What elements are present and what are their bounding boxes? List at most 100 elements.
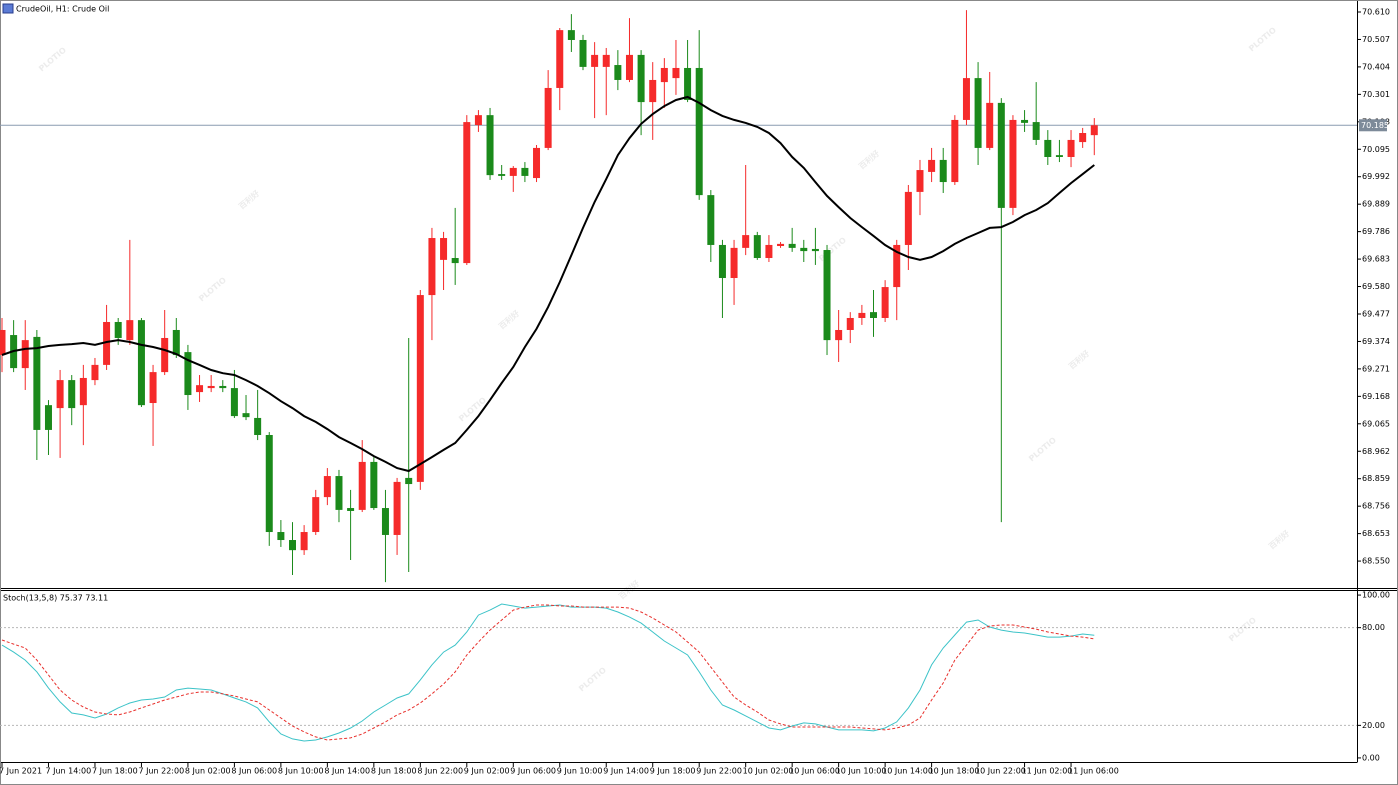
x-tick-label: 9 Jun 14:00 — [603, 767, 649, 776]
x-tick-label: 10 Jun 10:00 — [836, 767, 887, 776]
candle-body — [161, 337, 169, 373]
x-tick-label: 10 Jun 18:00 — [929, 767, 980, 776]
candle-body — [370, 461, 378, 509]
x-tick-label: 11 Jun 02:00 — [1022, 767, 1073, 776]
y-tick-label: 69.374 — [1362, 337, 1390, 346]
candle-body — [567, 30, 575, 40]
x-tick-label: 10 Jun 02:00 — [743, 767, 794, 776]
y-tick-label: 69.271 — [1362, 364, 1390, 373]
y-tick-label: 80.00 — [1362, 623, 1385, 632]
candle-body — [323, 476, 331, 498]
candle-body — [172, 329, 180, 356]
x-tick-label: 8 Jun 02:00 — [185, 767, 231, 776]
candle-body — [44, 405, 52, 430]
candle-body — [1055, 155, 1063, 157]
y-tick-label: 20.00 — [1362, 721, 1385, 730]
candle-body — [835, 329, 843, 341]
candle-body — [660, 67, 668, 83]
y-tick-label: 70.507 — [1362, 35, 1390, 44]
candle-body — [312, 497, 320, 533]
candle-body — [521, 167, 529, 176]
candle-body — [21, 340, 29, 369]
candle-body — [591, 54, 599, 67]
x-tick-label: 8 Jun 14:00 — [324, 767, 370, 776]
candle-body — [137, 320, 145, 406]
candle-body — [230, 388, 238, 417]
candle-body — [184, 352, 192, 396]
candle-body — [753, 235, 761, 259]
candle-body — [114, 321, 122, 338]
candle-body — [765, 244, 773, 259]
candle-body — [916, 170, 924, 192]
candle-body — [684, 67, 692, 100]
candle-body — [544, 87, 552, 148]
y-tick-label: 69.992 — [1362, 172, 1390, 181]
candle-body — [986, 102, 994, 148]
x-tick-label: 7 Jun 14:00 — [45, 767, 91, 776]
x-tick-label: 9 Jun 06:00 — [510, 767, 556, 776]
candle-body — [335, 476, 343, 510]
x-tick-label: 8 Jun 06:00 — [231, 767, 277, 776]
y-tick-label: 68.550 — [1362, 557, 1390, 566]
candle-body — [951, 119, 959, 183]
y-tick-label: 100.00 — [1362, 591, 1390, 600]
y-tick-label: 70.404 — [1362, 62, 1390, 71]
candle-body — [440, 238, 448, 260]
candle-body — [265, 435, 273, 533]
x-tick-label: 9 Jun 02:00 — [464, 767, 510, 776]
candle-body — [79, 377, 87, 406]
x-tick-label: 8 Jun 22:00 — [417, 767, 463, 776]
candle-body — [451, 258, 459, 264]
candle-body — [300, 532, 308, 551]
y-tick-label: 70.301 — [1362, 90, 1390, 99]
candle-body — [881, 287, 889, 318]
candle-body — [196, 385, 204, 393]
y-tick-label: 70.610 — [1362, 7, 1390, 16]
candle-body — [730, 247, 738, 279]
candle-body — [695, 67, 703, 196]
x-tick-label: 7 Jun 18:00 — [92, 767, 138, 776]
candle-body — [870, 312, 877, 318]
candle-body — [672, 67, 680, 79]
candle-body — [858, 312, 866, 318]
candle-body — [242, 413, 250, 418]
candle-body — [1009, 119, 1017, 208]
candle-body — [103, 321, 111, 365]
candle-body — [289, 540, 296, 551]
candle-body — [777, 243, 785, 247]
moving-average — [1, 95, 1095, 473]
candle-body — [1067, 139, 1075, 157]
candle-body — [91, 364, 99, 381]
y-tick-label: 0.00 — [1362, 753, 1380, 762]
candle-body — [846, 317, 854, 330]
candle-body — [823, 250, 831, 341]
candle-body — [614, 65, 622, 80]
x-tick-label: 10 Jun 14:00 — [882, 767, 933, 776]
candle-body — [707, 195, 715, 245]
plot-layer: 70.61070.50770.40470.30170.19870.09569.9… — [0, 7, 1390, 776]
y-tick-label: 69.683 — [1362, 255, 1390, 264]
candle-body — [149, 372, 157, 404]
candle-body — [381, 508, 389, 535]
x-tick-label: 11 Jun 06:00 — [1068, 767, 1119, 776]
candle-body — [625, 54, 633, 80]
candle-body — [602, 54, 610, 67]
candle-body — [939, 159, 947, 183]
y-tick-label: 69.580 — [1362, 282, 1390, 291]
candle-body — [962, 78, 970, 120]
symbol-icon — [2, 3, 14, 14]
last-price-box — [1359, 119, 1387, 132]
candle-body — [207, 385, 215, 389]
x-tick-label: 9 Jun 18:00 — [650, 767, 696, 776]
candle-body — [509, 167, 517, 176]
candle-body — [893, 244, 901, 288]
y-tick-label: 69.065 — [1362, 419, 1390, 428]
candle-body — [416, 295, 424, 482]
x-tick-label: 7 Jun 22:00 — [138, 767, 184, 776]
x-tick-label: 10 Jun 22:00 — [975, 767, 1026, 776]
y-tick-label: 68.756 — [1362, 502, 1390, 511]
candle-body — [358, 461, 366, 510]
y-tick-label: 68.653 — [1362, 529, 1390, 538]
